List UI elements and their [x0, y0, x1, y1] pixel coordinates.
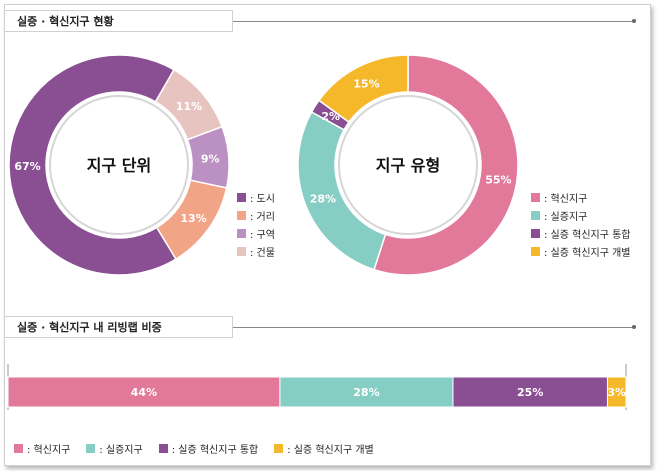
district-type-slice-0 — [373, 54, 519, 276]
livinglab-legend-label-0: : 혁신지구 — [27, 445, 71, 456]
district-type-value-label-2: 2% — [321, 110, 340, 123]
district-unit-legend-label-3: : 건물 — [250, 247, 275, 259]
section-title-livinglab: 실증 · 혁신지구 내 리빙랩 비중 — [5, 316, 233, 338]
livinglab-bar-segment-2 — [452, 376, 608, 408]
livinglab-legend-item-3: : 실증 혁신지구 개별 — [274, 441, 374, 456]
district-unit-slice-1 — [155, 179, 228, 261]
livinglab-bar-label-1: 28% — [353, 386, 379, 399]
district-type-legend-item-0: : 혁신지구 — [531, 188, 631, 206]
district-unit-legend-label-2: : 구역 — [250, 229, 275, 241]
district-unit-value-label-0: 67% — [14, 160, 40, 173]
district-type-legend-item-1: : 실증지구 — [531, 206, 631, 224]
bar-segments: 44% 28% 25% 3% — [7, 376, 627, 408]
section-divider-1 — [233, 21, 633, 22]
legend-district-type: : 혁신지구 : 실증지구 : 실증 혁신지구 통합 : 실증 혁신지구 개별 — [531, 188, 631, 260]
livinglab-legend-label-3: : 실증 혁신지구 개별 — [287, 445, 374, 456]
livinglab-bar-segment-3 — [606, 376, 627, 408]
district-unit-slice-2 — [186, 125, 230, 189]
district-type-center-label: 지구 유형 — [376, 156, 440, 175]
district-unit-legend-swatch-2 — [237, 228, 246, 238]
livinglab-legend-swatch-2 — [158, 444, 168, 453]
district-type-slice-3 — [317, 54, 409, 124]
livinglab-bar-label-0: 44% — [131, 386, 157, 399]
stacked-bar-chart: 44% 28% 25% 3% — [7, 364, 627, 410]
livinglab-legend-item-2: : 실증 혁신지구 통합 — [158, 441, 259, 456]
section-title-status: 실증 · 혁신지구 현황 — [5, 10, 233, 32]
district-unit-value-label-3: 11% — [176, 100, 202, 113]
district-type-value-label-1: 28% — [310, 193, 336, 206]
district-type-legend-swatch-3 — [531, 246, 540, 256]
livinglab-bar-label-2: 25% — [517, 386, 543, 399]
donut-district-unit: 67% 13% 9% 11% 지구 단위 — [8, 54, 230, 276]
district-type-legend-label-2: : 실증 혁신지구 통합 — [544, 229, 631, 241]
legend-district-unit: : 도시 : 거리 : 구역 : 건물 — [237, 188, 275, 260]
donut-charts: 67% 13% 9% 11% 지구 단위 55% 28% 2% 15% 지구 유형 — [8, 54, 519, 276]
district-type-center-ring — [338, 95, 478, 235]
section-divider-dot-2 — [632, 325, 636, 329]
livinglab-legend-swatch-0 — [14, 444, 23, 453]
district-unit-slice-0 — [8, 54, 178, 276]
livinglab-legend-swatch-3 — [274, 444, 284, 453]
district-unit-legend-swatch-1 — [237, 210, 246, 220]
district-unit-legend-item-0: : 도시 — [237, 188, 275, 206]
district-unit-legend-label-0: : 도시 — [250, 193, 275, 205]
district-type-legend-label-3: : 실증 혁신지구 개별 — [544, 247, 631, 259]
district-type-legend-swatch-2 — [531, 228, 540, 238]
district-unit-legend-item-3: : 건물 — [237, 242, 275, 260]
livinglab-legend-swatch-1 — [86, 444, 96, 453]
legend-livinglab: : 혁신지구 : 실증지구 : 실증 혁신지구 통합 : 실증 혁신지구 개별 — [14, 441, 390, 456]
district-unit-center-ring — [49, 95, 189, 235]
district-type-legend-swatch-0 — [531, 192, 540, 202]
livinglab-legend-label-1: : 실증지구 — [99, 445, 143, 456]
livinglab-legend-item-1: : 실증지구 — [86, 441, 143, 456]
district-type-value-label-0: 55% — [485, 173, 511, 186]
district-type-legend-label-0: : 혁신지구 — [544, 193, 588, 205]
district-unit-center-label: 지구 단위 — [87, 156, 151, 175]
district-unit-legend-swatch-0 — [237, 192, 246, 202]
district-unit-legend-label-1: : 거리 — [250, 211, 275, 223]
livinglab-legend-item-0: : 혁신지구 — [14, 441, 70, 456]
district-type-legend-swatch-1 — [531, 210, 540, 220]
district-type-legend-item-3: : 실증 혁신지구 개별 — [531, 242, 631, 260]
district-unit-slice-3 — [154, 68, 224, 141]
district-unit-value-label-1: 13% — [180, 212, 206, 225]
section-divider-dot-1 — [632, 19, 636, 23]
district-unit-legend-item-1: : 거리 — [237, 206, 275, 224]
district-unit-legend-swatch-3 — [237, 246, 246, 256]
district-unit-value-label-2: 9% — [201, 152, 220, 165]
livinglab-bar-segment-1 — [279, 376, 454, 408]
district-type-value-label-3: 15% — [353, 77, 379, 90]
district-type-legend-item-2: : 실증 혁신지구 통합 — [531, 224, 631, 242]
donut-district-type: 55% 28% 2% 15% 지구 유형 — [297, 54, 519, 276]
section-divider-2 — [233, 327, 633, 328]
livinglab-bar-segment-0 — [7, 376, 281, 408]
livinglab-legend-label-2: : 실증 혁신지구 통합 — [171, 445, 259, 456]
district-unit-legend-item-2: : 구역 — [237, 224, 275, 242]
district-type-legend-label-1: : 실증지구 — [544, 211, 588, 223]
livinglab-bar-label-3: 3% — [607, 386, 626, 399]
